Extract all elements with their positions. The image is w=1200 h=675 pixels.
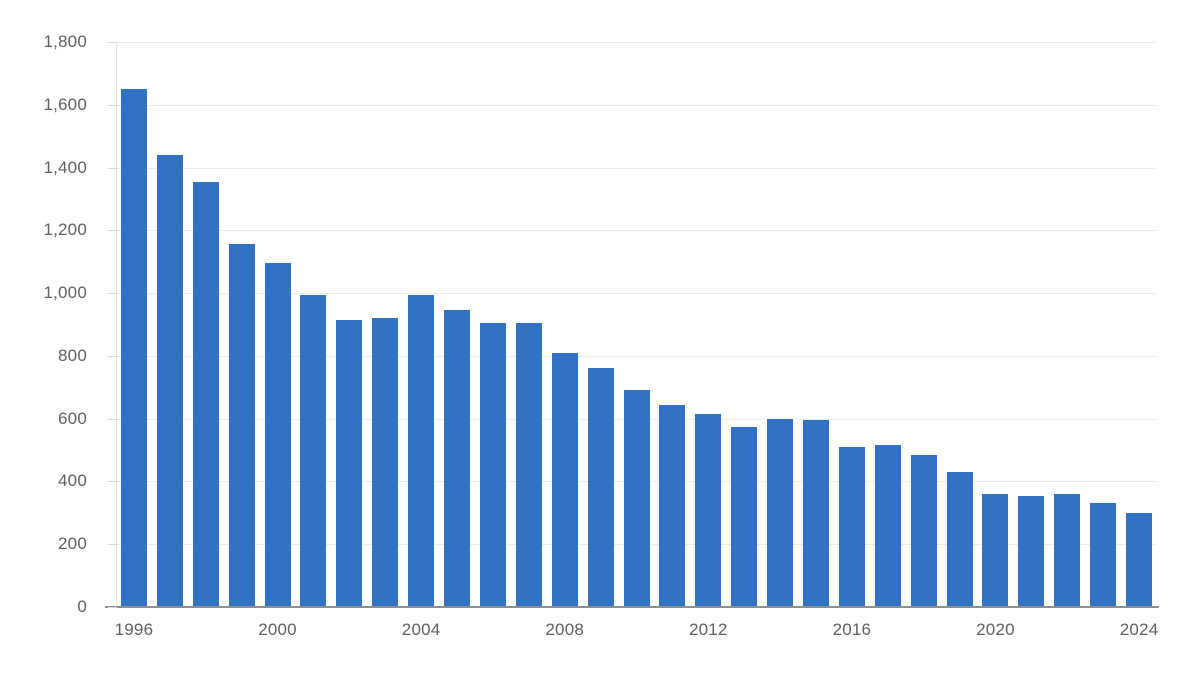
y-tick-mark-600 [108, 418, 117, 420]
y-tick-label-1000: 1,000 [43, 283, 87, 303]
x-tick-label-2012: 2012 [688, 620, 728, 639]
y-tick-mark-1600 [108, 104, 117, 106]
plot-area [116, 42, 1157, 607]
bar-2020 [982, 494, 1009, 607]
x-tick-label-2008: 2008 [545, 620, 585, 639]
y-tick-mark-0 [108, 607, 117, 608]
y-tick-label-1200: 1,200 [43, 220, 87, 240]
bar-1998 [192, 181, 219, 607]
y-tick-mark-1400 [108, 167, 117, 169]
bar-2023 [1090, 503, 1117, 607]
y-tick-label-400: 400 [58, 471, 87, 491]
y-tick-label-200: 200 [58, 534, 87, 554]
bar-2010 [623, 390, 650, 607]
y-tick-label-1800: 1,800 [43, 32, 87, 51]
y-tick-mark-1000 [108, 293, 117, 295]
x-tick-label-2020: 2020 [976, 620, 1015, 639]
x-tick-label-2004: 2004 [401, 620, 441, 639]
x-axis-line [105, 606, 1159, 608]
bar-2005 [444, 310, 471, 607]
y-tick-label-800: 800 [58, 345, 87, 365]
bar-2001 [300, 294, 327, 607]
bar-1997 [156, 155, 183, 607]
x-tick-label-2016: 2016 [832, 620, 872, 639]
bar-2013 [731, 426, 758, 607]
y-tick-label-1600: 1,600 [43, 94, 87, 114]
y-tick-label-1400: 1,400 [43, 157, 87, 177]
bar-2004 [408, 294, 435, 607]
y-tick-mark-400 [108, 481, 117, 483]
bar-2011 [659, 404, 686, 607]
y-tick-mark-800 [108, 355, 117, 357]
bar-2015 [802, 420, 829, 607]
x-tick-label-1996: 1996 [114, 620, 154, 639]
gridline-800 [116, 355, 1157, 357]
bar-2008 [551, 352, 578, 607]
bar-2002 [336, 319, 363, 607]
gridline-1600 [116, 104, 1157, 106]
bar-2006 [479, 322, 506, 607]
bar-2018 [910, 454, 937, 607]
gridline-1800 [116, 42, 1157, 43]
bar-2014 [767, 418, 794, 607]
bar-1996 [120, 89, 147, 607]
y-tick-mark-1800 [108, 42, 117, 43]
bar-2007 [515, 322, 542, 607]
bar-2016 [838, 446, 865, 607]
gridline-1400 [116, 167, 1157, 169]
bar-2000 [264, 263, 291, 607]
y-tick-mark-1200 [108, 230, 117, 232]
y-axis-line [116, 42, 117, 607]
bar-2003 [372, 318, 399, 607]
bar-2022 [1054, 494, 1081, 607]
gridline-1000 [116, 293, 1157, 295]
bar-2024 [1126, 512, 1153, 607]
y-tick-label-600: 600 [58, 408, 87, 428]
x-tick-label-2024: 2024 [1119, 620, 1159, 639]
gridline-1200 [116, 230, 1157, 232]
bar-2009 [587, 368, 614, 607]
bar-2021 [1018, 495, 1045, 607]
y-tick-label-0: 0 [77, 597, 87, 616]
y-tick-mark-200 [108, 544, 117, 546]
bar-2017 [874, 445, 901, 607]
bar-2012 [695, 413, 722, 607]
bar-2019 [946, 472, 973, 607]
x-tick-label-2000: 2000 [258, 620, 297, 639]
bar-1999 [228, 244, 255, 607]
